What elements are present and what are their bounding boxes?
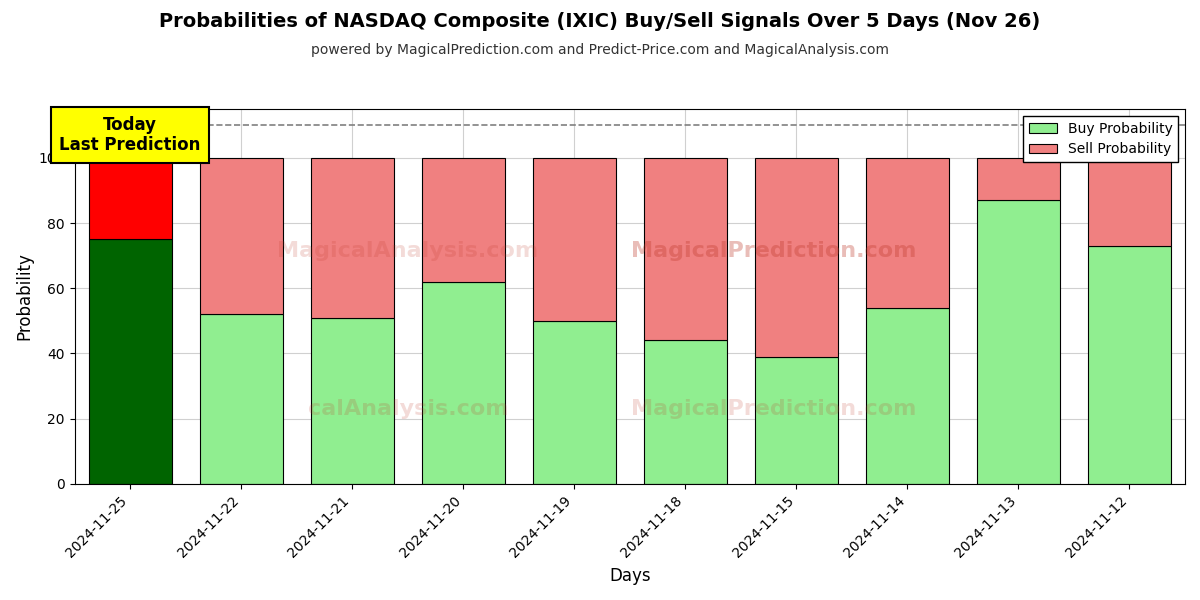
- Bar: [311, 317, 394, 484]
- Bar: [643, 340, 727, 484]
- Text: Probabilities of NASDAQ Composite (IXIC) Buy/Sell Signals Over 5 Days (Nov 26): Probabilities of NASDAQ Composite (IXIC)…: [160, 12, 1040, 31]
- Bar: [311, 158, 394, 317]
- Bar: [199, 314, 283, 484]
- Bar: [1088, 246, 1171, 484]
- Bar: [533, 158, 616, 321]
- Bar: [865, 158, 949, 308]
- Text: MagicalPrediction.com: MagicalPrediction.com: [631, 241, 917, 262]
- Bar: [199, 158, 283, 314]
- Legend: Buy Probability, Sell Probability: Buy Probability, Sell Probability: [1024, 116, 1178, 162]
- Bar: [755, 158, 838, 356]
- Bar: [533, 321, 616, 484]
- X-axis label: Days: Days: [610, 567, 650, 585]
- Text: powered by MagicalPrediction.com and Predict-Price.com and MagicalAnalysis.com: powered by MagicalPrediction.com and Pre…: [311, 43, 889, 57]
- Bar: [755, 356, 838, 484]
- Y-axis label: Probability: Probability: [16, 253, 34, 340]
- Text: calAnalysis.com: calAnalysis.com: [307, 399, 508, 419]
- Bar: [421, 158, 505, 281]
- Text: MagicalPrediction.com: MagicalPrediction.com: [631, 241, 917, 262]
- Bar: [977, 158, 1060, 200]
- Bar: [1088, 158, 1171, 246]
- Bar: [643, 158, 727, 340]
- Bar: [977, 200, 1060, 484]
- Bar: [865, 308, 949, 484]
- Text: MagicalAnalysis.com: MagicalAnalysis.com: [277, 241, 539, 262]
- Bar: [89, 239, 172, 484]
- Text: MagicalPrediction.com: MagicalPrediction.com: [631, 399, 917, 419]
- Text: Today
Last Prediction: Today Last Prediction: [60, 116, 200, 154]
- Bar: [89, 158, 172, 239]
- Bar: [421, 281, 505, 484]
